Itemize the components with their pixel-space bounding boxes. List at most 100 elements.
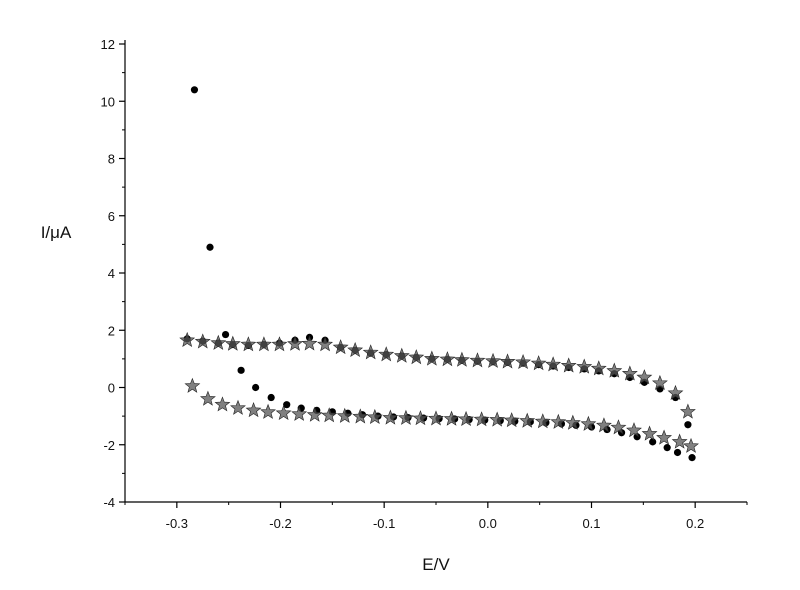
data-point-circle	[221, 330, 230, 339]
data-point-circle	[633, 433, 641, 441]
data-point-star	[210, 334, 227, 350]
data-point-star	[332, 339, 349, 355]
data-point-star	[230, 399, 246, 415]
data-point-star	[458, 410, 474, 427]
data-point-star	[564, 414, 581, 430]
data-point-star	[530, 355, 547, 371]
data-point-star	[443, 410, 460, 426]
data-point-star	[503, 412, 520, 428]
data-point-star	[184, 377, 201, 393]
data-point-star	[576, 358, 593, 374]
y-tick-label: 2	[108, 323, 115, 338]
y-tick-label: 0	[108, 381, 115, 396]
data-point-star	[382, 409, 399, 425]
data-point-circle	[252, 383, 260, 392]
y-tick-label: -4	[103, 495, 115, 510]
data-point-star	[656, 429, 672, 445]
data-point-star	[485, 352, 501, 368]
x-tick-label: -0.2	[269, 516, 291, 531]
data-point-star	[301, 335, 318, 351]
data-point-star	[621, 365, 638, 381]
data-point-star	[214, 396, 231, 412]
data-point-star	[393, 347, 410, 363]
data-point-star	[671, 433, 688, 449]
x-tick-label: 0.1	[582, 516, 600, 531]
data-point-star	[398, 409, 414, 425]
chart-axes: -4 -2 0 2 4 6 8 10 12 -0.3 -0.2 -0.1 0.0 0.1 0.2	[101, 37, 748, 531]
data-point-star	[606, 362, 623, 378]
data-point-star	[683, 437, 699, 453]
data-point-star	[412, 410, 429, 426]
data-point-star	[275, 404, 292, 421]
data-point-circle	[688, 454, 696, 462]
data-point-star	[679, 403, 696, 419]
data-point-star	[271, 336, 288, 352]
data-point-star	[194, 333, 211, 349]
data-point-star	[439, 351, 456, 367]
data-point-star	[550, 413, 567, 429]
data-point-star	[224, 335, 241, 351]
data-point-star	[519, 412, 536, 428]
data-point-star	[499, 353, 516, 369]
data-point-star	[534, 413, 551, 429]
y-tick-label: 8	[108, 152, 115, 167]
data-point-star	[408, 349, 425, 365]
data-point-star	[453, 351, 470, 367]
data-point-star	[317, 336, 334, 352]
y-tick-label: -2	[103, 438, 115, 453]
x-tick-label: 0.2	[686, 516, 704, 531]
data-point-circle	[190, 86, 199, 94]
data-point-star	[423, 350, 440, 366]
data-point-star	[179, 331, 196, 348]
series-stars	[179, 331, 699, 453]
data-point-star	[287, 335, 303, 351]
data-point-star	[636, 369, 653, 385]
y-tick-label: 4	[108, 266, 115, 281]
data-point-star	[489, 411, 506, 427]
data-point-circle	[206, 243, 214, 251]
data-point-star	[260, 403, 276, 419]
data-point-star	[200, 390, 216, 406]
data-point-star	[362, 344, 379, 360]
data-point-star	[667, 384, 684, 400]
data-point-star	[560, 357, 577, 373]
data-point-star	[590, 360, 607, 376]
data-point-circle	[663, 444, 671, 452]
data-point-star	[336, 407, 353, 423]
data-point-star	[306, 406, 323, 422]
data-point-circle	[673, 448, 682, 457]
y-axis-title: I/μA	[41, 223, 72, 242]
data-point-circle	[267, 393, 275, 402]
data-point-star	[240, 336, 257, 352]
data-point-star	[347, 341, 364, 358]
chart-marks	[179, 86, 699, 462]
series-circles	[183, 86, 696, 462]
data-point-star	[610, 419, 627, 435]
data-point-circle	[237, 366, 245, 374]
data-point-star	[469, 352, 486, 368]
data-point-star	[641, 425, 658, 441]
y-tick-label: 12	[101, 37, 115, 52]
x-tick-label: -0.3	[166, 516, 188, 531]
data-point-star	[515, 353, 532, 370]
data-point-star	[245, 402, 262, 418]
x-tick-label: -0.1	[373, 516, 395, 531]
y-tick-label: 10	[101, 94, 115, 109]
x-tick-label: 0.0	[479, 516, 497, 531]
data-point-star	[580, 415, 597, 431]
data-point-star	[321, 407, 338, 423]
data-point-star	[428, 410, 444, 426]
data-point-star	[366, 408, 383, 425]
x-axis-title: E/V	[422, 555, 450, 574]
data-point-star	[378, 346, 395, 362]
data-point-star	[545, 356, 562, 372]
data-point-star	[651, 374, 668, 390]
data-point-circle	[649, 438, 657, 446]
data-point-star	[596, 417, 612, 433]
data-point-circle	[283, 401, 291, 409]
data-point-star	[626, 422, 642, 438]
data-point-circle	[684, 421, 692, 429]
data-point-star	[255, 336, 272, 352]
data-point-star	[352, 408, 369, 424]
